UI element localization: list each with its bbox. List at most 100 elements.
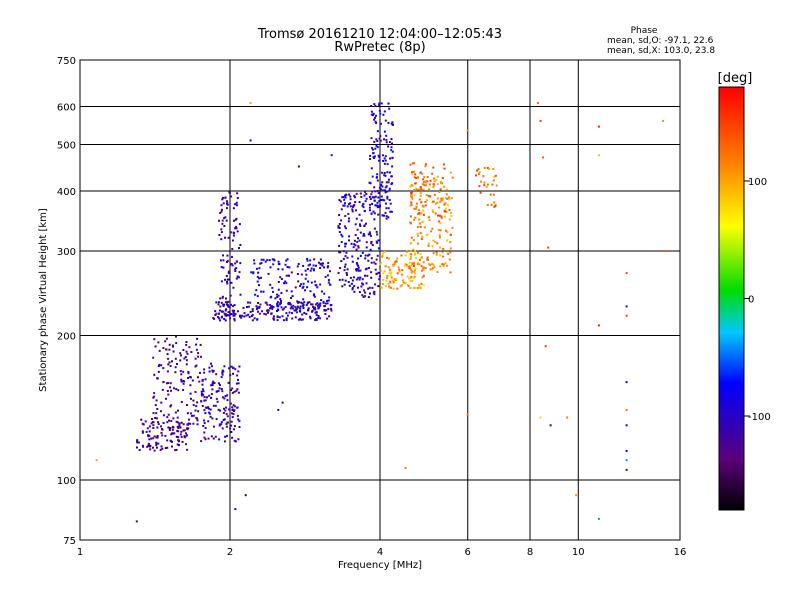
data-point — [314, 311, 317, 314]
data-point — [485, 185, 488, 188]
data-point — [466, 413, 469, 416]
data-point — [238, 247, 240, 249]
data-point — [389, 202, 392, 205]
data-point — [220, 301, 223, 304]
data-point — [426, 256, 429, 259]
data-point — [436, 201, 439, 204]
data-point — [338, 199, 341, 202]
data-point — [226, 282, 229, 285]
data-point — [346, 256, 349, 259]
data-point — [160, 445, 163, 448]
phase-info-o: mean, sd,O: -97.1, 22.6 — [607, 36, 714, 46]
data-point — [183, 435, 186, 438]
data-point — [251, 310, 254, 313]
data-point — [194, 357, 197, 360]
data-point — [208, 370, 211, 373]
data-point — [330, 304, 333, 306]
data-point — [380, 102, 383, 105]
data-point — [406, 265, 409, 268]
data-point — [173, 387, 175, 390]
data-point — [234, 203, 237, 206]
data-point — [419, 225, 422, 228]
data-point — [415, 207, 418, 210]
data-point — [157, 365, 160, 367]
data-point — [438, 246, 441, 249]
data-point — [449, 251, 452, 254]
data-point — [312, 307, 315, 310]
data-point — [381, 171, 384, 174]
data-point — [208, 394, 211, 397]
data-point — [375, 240, 378, 243]
data-point — [319, 304, 322, 307]
data-point — [376, 206, 379, 209]
data-point — [179, 433, 182, 436]
data-point — [365, 197, 368, 200]
data-point — [340, 233, 343, 236]
data-point — [205, 396, 208, 399]
data-point — [228, 306, 231, 309]
data-point — [230, 365, 233, 368]
data-point — [220, 388, 223, 390]
data-point — [230, 431, 233, 433]
data-point — [475, 174, 477, 177]
data-point — [153, 338, 156, 341]
data-point — [369, 292, 371, 295]
colorbar — [718, 86, 745, 511]
data-point — [182, 423, 185, 426]
data-point — [385, 134, 388, 137]
data-point — [229, 402, 232, 405]
data-point — [439, 201, 442, 204]
data-point — [444, 207, 447, 210]
data-point — [299, 307, 302, 310]
data-point — [427, 242, 430, 245]
data-point — [192, 399, 195, 402]
data-point — [256, 295, 259, 298]
data-point — [235, 225, 238, 228]
data-point — [410, 253, 413, 256]
data-point — [477, 168, 480, 171]
data-point — [141, 444, 144, 447]
data-point — [185, 343, 188, 346]
data-point — [231, 391, 234, 394]
data-point — [357, 257, 360, 260]
data-point — [183, 436, 186, 439]
data-point — [236, 406, 239, 409]
data-point — [237, 418, 240, 421]
data-point — [313, 293, 315, 296]
data-point — [338, 214, 341, 216]
data-point — [224, 314, 227, 317]
data-point — [231, 409, 234, 412]
data-point — [412, 248, 415, 251]
data-point — [409, 250, 412, 252]
data-point — [383, 157, 386, 160]
data-point — [364, 274, 366, 277]
data-point — [448, 218, 451, 221]
data-point — [376, 179, 379, 182]
data-point — [170, 420, 173, 422]
data-point — [396, 272, 399, 275]
data-point — [220, 228, 223, 231]
data-point — [297, 165, 300, 168]
data-point — [259, 303, 262, 306]
data-point — [276, 296, 279, 298]
data-point — [413, 189, 416, 191]
data-point — [466, 129, 469, 132]
data-point — [431, 172, 434, 175]
data-point — [385, 138, 388, 141]
data-point — [354, 234, 357, 236]
data-point — [200, 400, 203, 403]
data-point — [409, 185, 412, 188]
data-point — [357, 276, 360, 279]
data-point — [359, 223, 361, 226]
data-point — [420, 201, 423, 204]
data-point — [260, 276, 262, 279]
data-point — [196, 417, 199, 420]
data-point — [398, 270, 401, 273]
data-point — [230, 281, 233, 284]
data-point — [302, 285, 305, 288]
data-point — [418, 263, 421, 266]
data-point — [302, 264, 305, 267]
data-point — [215, 373, 218, 376]
data-point — [227, 236, 230, 239]
data-point — [234, 270, 237, 272]
